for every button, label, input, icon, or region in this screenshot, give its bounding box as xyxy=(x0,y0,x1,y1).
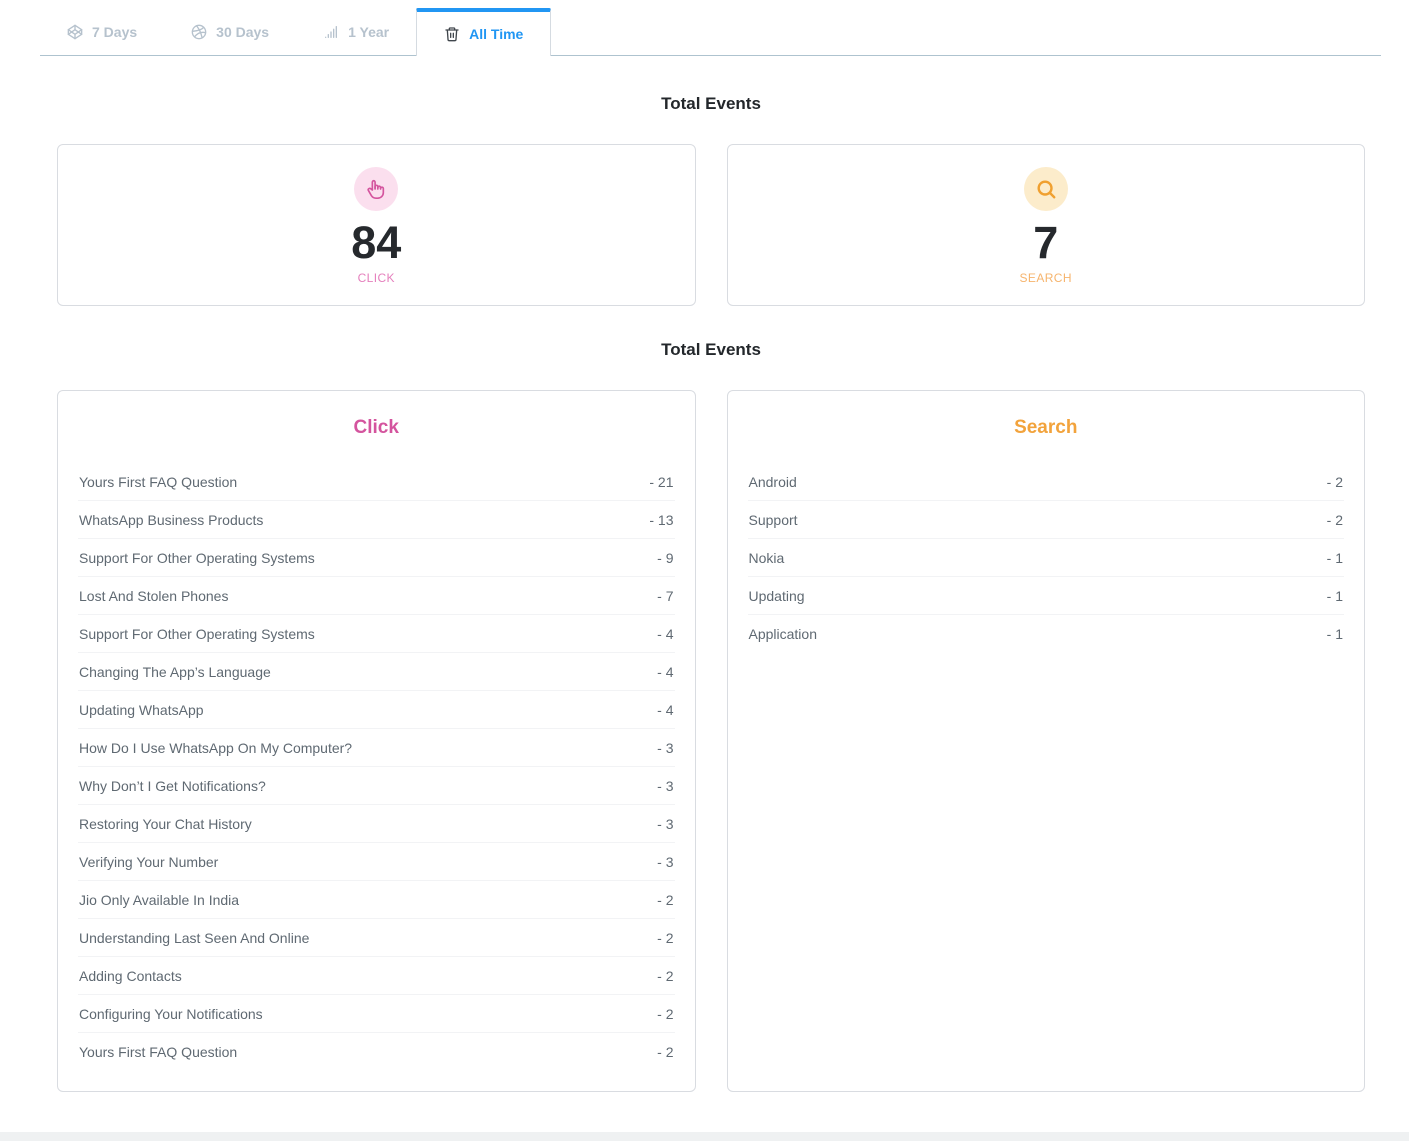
page-bottom-strip xyxy=(0,1132,1409,1141)
event-count: - 13 xyxy=(649,511,674,528)
event-label: Android xyxy=(748,473,797,490)
tab-label: 1 Year xyxy=(348,23,390,40)
list-item: Support For Other Operating Systems - 9 xyxy=(78,539,675,577)
tab-1-year[interactable]: 1 Year xyxy=(296,8,416,55)
event-label: Support For Other Operating Systems xyxy=(79,625,315,642)
event-count: - 3 xyxy=(657,739,674,756)
event-label: Application xyxy=(748,626,818,642)
click-summary-card: 84 CLICK xyxy=(57,144,696,306)
event-list-cards-row: Click Yours First FAQ Question - 21 What… xyxy=(57,390,1365,1092)
list-item: Understanding Last Seen And Online - 2 xyxy=(78,919,675,957)
tab-30-days[interactable]: 30 Days xyxy=(164,8,296,55)
tab-7-days[interactable]: 7 Days xyxy=(40,8,164,55)
list-item: Android - 2 xyxy=(747,463,1344,501)
event-label: Updating xyxy=(748,587,805,604)
event-count: - 3 xyxy=(657,777,674,794)
codepen-icon xyxy=(67,24,83,39)
list-item: Updating WhatsApp - 4 xyxy=(78,691,675,729)
total-events-title-bottom: Total Events xyxy=(661,340,761,359)
event-count: - 2 xyxy=(1326,511,1343,528)
list-item: Lost And Stolen Phones - 7 xyxy=(78,577,675,615)
event-count: - 4 xyxy=(657,701,674,718)
list-item: Nokia - 1 xyxy=(747,539,1344,577)
click-events-card: Click Yours First FAQ Question - 21 What… xyxy=(57,390,696,1092)
event-label: Support xyxy=(748,511,798,528)
event-label: Configuring Your Notifications xyxy=(79,1005,263,1022)
search-list-title: Search xyxy=(1014,417,1078,438)
list-item: Verifying Your Number - 3 xyxy=(78,843,675,881)
event-count: - 2 xyxy=(657,1044,674,1060)
trash-icon xyxy=(445,27,459,42)
event-label: Verifying Your Number xyxy=(79,853,219,870)
event-label: Why Don’t I Get Notifications? xyxy=(79,777,266,794)
click-events-list: Yours First FAQ Question - 21 WhatsApp B… xyxy=(78,463,675,1071)
event-label: WhatsApp Business Products xyxy=(79,511,264,528)
search-summary-card: 7 SEARCH xyxy=(726,144,1365,306)
list-item: Updating - 1 xyxy=(747,577,1344,615)
event-label: Nokia xyxy=(748,549,785,566)
report-content: Total Events 84 CLICK 7 xyxy=(57,56,1365,1092)
tab-label: 30 Days xyxy=(216,23,270,40)
list-item: Support - 2 xyxy=(747,501,1344,539)
event-count: - 4 xyxy=(657,663,674,680)
event-count: - 2 xyxy=(657,1005,674,1022)
event-count: - 2 xyxy=(1326,473,1343,490)
event-label: Changing The App’s Language xyxy=(79,663,271,680)
list-item: How Do I Use WhatsApp On My Computer? - … xyxy=(78,729,675,767)
search-icon-circle xyxy=(1023,167,1068,211)
event-count: - 7 xyxy=(657,587,674,604)
click-icon-circle xyxy=(354,167,399,211)
event-label: Understanding Last Seen And Online xyxy=(79,929,310,946)
tab-label: All Time xyxy=(469,26,524,42)
list-item: Adding Contacts - 2 xyxy=(78,957,675,995)
tab-label: 7 Days xyxy=(92,23,138,40)
event-label: Adding Contacts xyxy=(79,967,182,984)
event-label: Updating WhatsApp xyxy=(79,701,204,718)
event-count: - 4 xyxy=(657,625,674,642)
list-item: Yours First FAQ Question - 2 xyxy=(78,1033,675,1071)
total-events-title-top: Total Events xyxy=(661,94,761,113)
period-tabbar: 7 Days 30 Days 1 Year All Time xyxy=(40,0,1381,56)
event-label: Jio Only Available In India xyxy=(79,891,240,908)
search-icon xyxy=(1037,180,1056,199)
event-count: - 9 xyxy=(657,549,674,566)
list-item: Application - 1 xyxy=(748,615,1345,653)
search-events-card: Search Android - 2 Support - 2 Nokia xyxy=(726,390,1365,1092)
search-events-list: Android - 2 Support - 2 Nokia - 1 U xyxy=(747,463,1345,653)
event-count: - 1 xyxy=(1326,626,1343,642)
tab-all-time[interactable]: All Time xyxy=(416,8,552,56)
dribbble-icon xyxy=(191,24,207,39)
search-total-value: 7 xyxy=(1033,217,1059,268)
event-label: Restoring Your Chat History xyxy=(79,815,252,832)
list-item: Restoring Your Chat History - 3 xyxy=(78,805,675,843)
list-item: Configuring Your Notifications - 2 xyxy=(78,995,675,1033)
list-item: Yours First FAQ Question - 21 xyxy=(78,463,675,501)
list-item: Jio Only Available In India - 2 xyxy=(78,881,675,919)
event-count: - 2 xyxy=(657,929,674,946)
event-label: Lost And Stolen Phones xyxy=(79,587,229,604)
event-count: - 2 xyxy=(657,891,674,908)
list-item: Why Don’t I Get Notifications? - 3 xyxy=(78,767,675,805)
click-total-label: CLICK xyxy=(357,271,395,286)
event-count: - 1 xyxy=(1326,549,1343,566)
list-item: Changing The App’s Language - 4 xyxy=(78,653,675,691)
event-label: Support For Other Operating Systems xyxy=(79,549,315,566)
click-list-title: Click xyxy=(353,417,399,438)
signal-icon xyxy=(325,25,338,38)
hand-click-icon xyxy=(367,179,385,199)
event-count: - 2 xyxy=(657,967,674,984)
list-item: Support For Other Operating Systems - 4 xyxy=(78,615,675,653)
event-count: - 1 xyxy=(1326,587,1343,604)
event-count: - 3 xyxy=(657,815,674,832)
event-label: Yours First FAQ Question xyxy=(79,1044,238,1060)
event-label: Yours First FAQ Question xyxy=(79,473,238,490)
event-label: How Do I Use WhatsApp On My Computer? xyxy=(79,739,353,756)
click-total-value: 84 xyxy=(351,217,402,268)
list-item: WhatsApp Business Products - 13 xyxy=(78,501,675,539)
summary-cards-row: 84 CLICK 7 SEARCH xyxy=(57,144,1365,306)
event-count: - 21 xyxy=(649,473,674,490)
search-total-label: SEARCH xyxy=(1019,271,1072,286)
event-count: - 3 xyxy=(657,853,674,870)
